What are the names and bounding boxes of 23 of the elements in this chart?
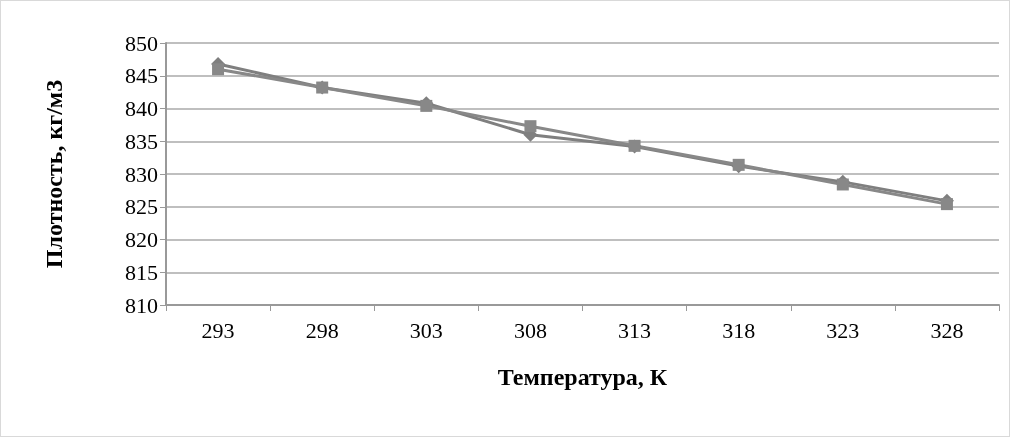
- x-axis-title: Температура, К: [497, 364, 668, 390]
- point: [524, 120, 537, 133]
- x-tick-label: 318: [722, 317, 756, 343]
- x-tick-label: 308: [513, 317, 547, 343]
- point: [836, 178, 849, 191]
- point: [212, 63, 225, 76]
- x-tick-label: 313: [618, 317, 652, 343]
- x-tick-label: 328: [930, 317, 964, 343]
- y-tick-label: 850: [125, 30, 158, 56]
- y-tick-label: 825: [125, 194, 158, 220]
- y-tick-label: 835: [125, 128, 158, 154]
- y-tick-label: 810: [125, 292, 158, 318]
- y-tick-label: 840: [125, 96, 158, 121]
- x-tick-label: 323: [826, 317, 860, 343]
- y-tick-label: 830: [125, 161, 158, 187]
- x-tick-label: 293: [201, 317, 235, 343]
- y-tick-label: 845: [125, 63, 158, 89]
- y-axis-title: Плотность, кг/м3: [41, 79, 67, 269]
- x-tick-label: 298: [305, 317, 339, 343]
- y-tick-label: 815: [125, 259, 158, 285]
- point: [940, 198, 953, 211]
- y-tick-label: 820: [125, 227, 158, 252]
- x-tick-label: 303: [409, 317, 443, 343]
